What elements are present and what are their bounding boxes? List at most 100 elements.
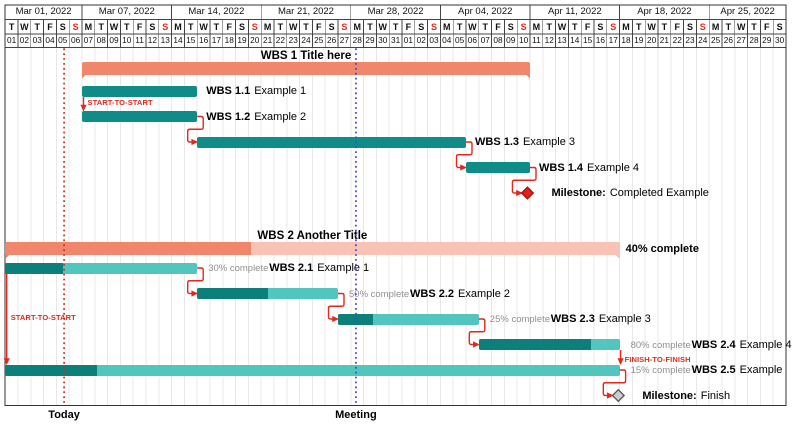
day-number: 06 <box>467 35 478 45</box>
day-letter: T <box>482 21 488 32</box>
day-number: 16 <box>595 35 606 45</box>
day-letter: T <box>98 21 104 32</box>
day-letter: T <box>367 21 373 32</box>
day-number: 13 <box>557 35 567 45</box>
day-number: 09 <box>506 35 516 45</box>
day-number: 20 <box>646 35 657 45</box>
day-letter: W <box>109 21 119 32</box>
group-bar-tail <box>614 254 620 259</box>
milestone-title: Milestone: <box>551 187 606 199</box>
day-letter: S <box>597 21 604 32</box>
day-letter: W <box>647 21 656 32</box>
day-letter: T <box>34 21 40 32</box>
task-wbs: WBS 1.4 <box>539 161 584 174</box>
week-label: Mar 14, 2022 <box>188 6 245 17</box>
task-wbs: WBS 2.1 <box>269 262 314 274</box>
day-number: 27 <box>339 35 350 45</box>
percent-label: 25% complete <box>489 314 550 325</box>
day-number: 25 <box>710 35 721 45</box>
task-bar-complete <box>5 364 98 376</box>
day-letter: F <box>405 21 412 32</box>
week-label: Mar 21, 2022 <box>277 6 334 17</box>
day-letter: W <box>736 21 746 32</box>
day-number: 20 <box>250 35 260 45</box>
task-label: WBS 2.5 Example <box>692 364 783 376</box>
task-wbs: WBS 1.2 <box>206 110 251 123</box>
day-letter: T <box>661 21 668 32</box>
day-letter: F <box>226 21 232 32</box>
day-letter: T <box>725 21 732 32</box>
day-letter: S <box>430 21 437 32</box>
day-letter: T <box>572 21 578 32</box>
day-number: 16 <box>198 35 209 45</box>
group-bar-tail <box>82 73 87 79</box>
day-number: 12 <box>147 35 158 45</box>
task-bar-complete <box>5 262 63 274</box>
day-number: 08 <box>493 35 503 45</box>
percent-label: 50% complete <box>349 288 410 300</box>
day-number: 10 <box>122 35 132 45</box>
day-number: 24 <box>301 35 311 45</box>
task-label: WBS 2.2 Example 2 <box>410 288 510 300</box>
day-number: 23 <box>685 35 695 45</box>
timeline-marker-label: Meeting <box>335 408 377 421</box>
day-number: 19 <box>237 35 247 45</box>
day-letter: T <box>546 21 552 32</box>
task-wbs: WBS 2.4 <box>691 338 736 351</box>
task-name: Example 2 <box>458 287 510 300</box>
day-number: 11 <box>135 35 144 45</box>
day-number: 01 <box>403 35 414 45</box>
day-letter: F <box>674 21 680 32</box>
day-number: 05 <box>454 35 465 45</box>
day-letter: T <box>392 21 399 32</box>
day-number: 21 <box>659 35 670 45</box>
day-letter: F <box>495 21 501 32</box>
task-bar <box>82 111 198 122</box>
task-wbs: WBS 2.3 <box>550 313 595 325</box>
day-number: 26 <box>723 35 734 45</box>
task-wbs: WBS 2.2 <box>410 287 455 300</box>
day-letter: S <box>162 21 169 32</box>
task-bar-complete <box>338 313 374 325</box>
group-title: WBS 2 Another Title <box>257 230 368 242</box>
day-letter: M <box>353 21 361 32</box>
task-label: WBS 1.4 Example 4 <box>539 162 639 174</box>
day-number: 02 <box>416 35 426 45</box>
day-letter: T <box>636 21 642 32</box>
task-bar <box>466 162 530 173</box>
day-letter: F <box>316 21 322 32</box>
day-number: 15 <box>186 35 196 45</box>
week-label: Apr 11, 2022 <box>547 6 602 17</box>
percent-label: 15% complete <box>630 365 691 376</box>
day-letter: S <box>72 21 79 32</box>
task-name: Example 4 <box>587 161 639 174</box>
day-letter: M <box>174 21 182 32</box>
group-title: WBS 1 Title here <box>260 49 352 62</box>
task-bar-complete <box>197 288 268 299</box>
day-number: 24 <box>698 35 708 45</box>
day-number: 26 <box>326 35 337 45</box>
day-letter: T <box>277 21 284 32</box>
day-letter: S <box>520 21 527 32</box>
percent-label: 80% complete <box>630 339 691 351</box>
task-bar <box>5 364 620 376</box>
day-number: 06 <box>70 35 81 45</box>
day-letter: S <box>149 21 156 32</box>
day-letter: S <box>776 21 783 32</box>
day-letter: S <box>699 21 706 32</box>
day-letter: S <box>251 21 258 32</box>
link-label: START-TO-START <box>10 313 76 322</box>
group-bar <box>5 242 620 255</box>
week-label: Apr 25, 2022 <box>720 6 775 17</box>
day-number: 30 <box>378 35 388 45</box>
day-letter: F <box>47 21 53 32</box>
day-letter: S <box>59 21 66 32</box>
group-bar-complete <box>5 242 251 255</box>
day-number: 21 <box>262 35 273 45</box>
day-number: 31 <box>390 35 401 45</box>
day-letter: W <box>20 21 29 32</box>
link-label: START-TO-START <box>87 97 153 107</box>
day-letter: T <box>188 21 194 32</box>
day-letter: F <box>136 21 143 32</box>
